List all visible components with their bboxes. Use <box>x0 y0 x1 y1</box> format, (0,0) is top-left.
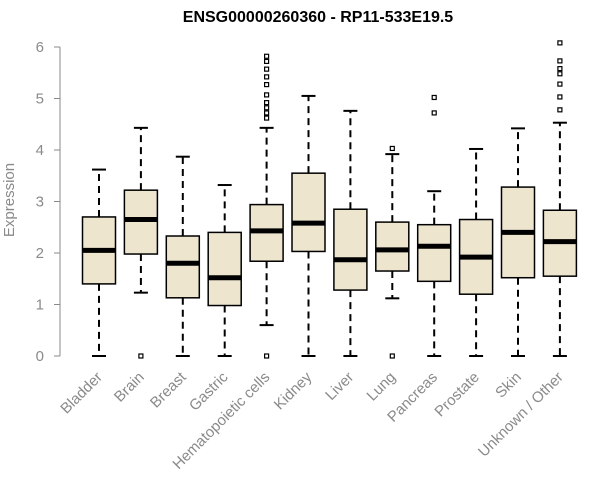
outlier-point <box>557 107 563 113</box>
box-series <box>81 40 578 359</box>
outlier-point <box>264 92 270 98</box>
x-tick-label: Bladder <box>57 369 106 418</box>
outlier-point <box>264 353 270 359</box>
outlier-point <box>264 81 270 88</box>
y-tick-label: 1 <box>36 297 44 314</box>
outlier-point <box>557 66 563 72</box>
box-group <box>249 53 284 359</box>
box-group <box>123 126 159 359</box>
iqr-box <box>165 235 201 299</box>
outlier-point <box>264 58 270 65</box>
outlier-point <box>389 145 395 152</box>
chart-title: ENSG00000260360 - RP11-533E19.5 <box>183 9 454 26</box>
iqr-box <box>375 221 410 272</box>
y-tick-label: 5 <box>36 91 44 108</box>
iqr-box <box>123 189 159 255</box>
outlier-point <box>389 353 395 359</box>
outlier-point <box>557 58 563 64</box>
iqr-box <box>291 172 326 253</box>
outlier-point <box>431 94 437 101</box>
box-group <box>416 94 452 357</box>
y-tick-label: 2 <box>36 245 44 262</box>
outlier-point <box>264 110 270 116</box>
y-tick-label: 3 <box>36 194 44 211</box>
box-group <box>375 145 410 359</box>
box-group <box>81 168 117 357</box>
box-group <box>165 155 201 357</box>
outlier-point <box>557 94 563 100</box>
box-group <box>333 109 368 357</box>
outlier-point <box>264 74 270 80</box>
x-tick-label: Brain <box>111 369 148 406</box>
outlier-point <box>557 71 563 77</box>
box-group <box>207 184 242 357</box>
outlier-point <box>264 100 270 106</box>
x-tick-label: Prostate <box>431 369 483 421</box>
y-tick-label: 6 <box>36 39 44 56</box>
box-group <box>291 94 326 357</box>
y-tick-label: 4 <box>36 142 44 159</box>
y-axis-label: Expression <box>1 163 18 237</box>
box-group <box>458 147 494 357</box>
box-group <box>500 127 536 357</box>
outlier-point <box>557 40 563 46</box>
outlier-point <box>264 105 270 111</box>
x-tick-label: Lung <box>364 369 400 405</box>
x-tick-label: Breast <box>147 368 190 411</box>
outlier-point <box>264 66 270 72</box>
outlier-point <box>431 110 437 116</box>
outlier-point <box>557 81 563 87</box>
y-tick-label: 0 <box>36 348 44 365</box>
iqr-box <box>207 231 242 307</box>
x-tick-label: Skin <box>492 369 525 402</box>
x-tick-label: Liver <box>322 369 357 404</box>
x-tick-label: Kidney <box>271 368 316 413</box>
outlier-point <box>264 53 270 59</box>
box-group <box>542 40 578 357</box>
outlier-point <box>138 353 144 359</box>
outlier-point <box>264 115 270 121</box>
iqr-box <box>416 223 452 283</box>
y-axis: 0 1 2 3 4 5 6 <box>36 39 61 365</box>
iqr-box <box>333 208 368 291</box>
